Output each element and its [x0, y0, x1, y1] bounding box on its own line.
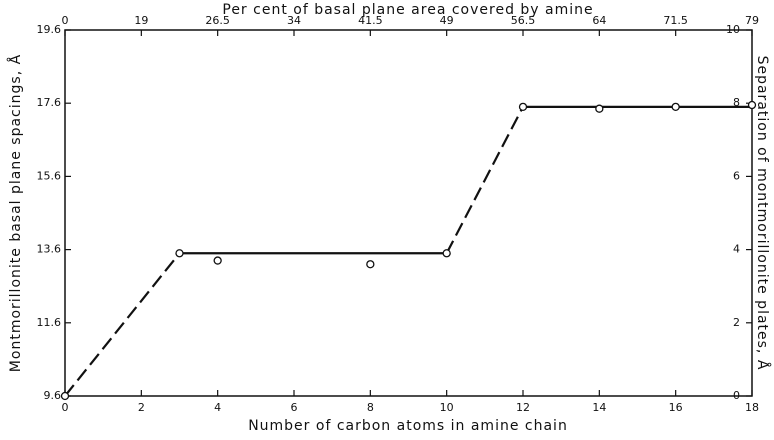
x2-tick-label: 41.5 — [358, 14, 383, 27]
y2-tick-label: 8 — [733, 96, 740, 109]
x-axis-label: Number of carbon atoms in amine chain — [248, 418, 568, 434]
y-tick-label: 15.6 — [37, 169, 62, 182]
y-axis-label: Montmorillonite basal plane spacings, Å — [7, 54, 24, 372]
data-point — [671, 102, 680, 112]
y-tick-label: 17.6 — [37, 96, 62, 109]
x-tick-label: 0 — [62, 401, 69, 414]
data-point — [442, 249, 451, 258]
x-tick-label: 2 — [138, 401, 145, 414]
x2-tick-label: 64 — [592, 14, 606, 27]
data-point — [175, 249, 184, 258]
x2-tick-label: 19 — [134, 14, 148, 27]
chart-title: Per cent of basal plane area covered by … — [222, 2, 593, 18]
x2-tick-label: 49 — [440, 14, 454, 27]
data-point — [518, 102, 528, 112]
x2-tick-label: 79 — [745, 14, 759, 27]
x-tick-label: 12 — [516, 401, 530, 414]
y2-tick-label: 0 — [733, 389, 740, 402]
data-point — [595, 104, 604, 113]
x-tick-label: 8 — [367, 401, 374, 414]
plot-frame — [64, 29, 753, 397]
x-tick-label: 6 — [291, 401, 298, 414]
data-point — [213, 256, 222, 265]
y2-axis-label: Separation of montmorillonite plates, Å — [754, 56, 771, 371]
x2-tick-label: 26.5 — [205, 14, 230, 27]
x2-tick-label: 56.5 — [511, 14, 536, 27]
data-point — [747, 100, 757, 110]
y2-tick-label: 10 — [726, 23, 740, 36]
fit-line — [64, 252, 181, 397]
x2-tick-label: 0 — [62, 14, 69, 27]
x-tick-label: 18 — [745, 401, 759, 414]
y-tick-label: 19.6 — [37, 23, 62, 36]
y2-tick-label: 6 — [733, 169, 740, 182]
x-tick-label: 10 — [440, 401, 454, 414]
y-tick-label: 13.6 — [37, 243, 62, 256]
x2-tick-label: 71.5 — [663, 14, 688, 27]
y2-tick-label: 2 — [733, 316, 740, 329]
x-tick-label: 4 — [214, 401, 221, 414]
data-point — [60, 391, 70, 401]
x-tick-label: 14 — [592, 401, 606, 414]
data-point — [366, 260, 375, 269]
y-tick-label: 11.6 — [37, 316, 62, 329]
x2-tick-label: 34 — [287, 14, 301, 27]
x-tick-label: 16 — [669, 401, 683, 414]
y2-tick-label: 4 — [733, 243, 740, 256]
y-tick-label: 9.6 — [44, 389, 62, 402]
fit-line — [445, 106, 524, 254]
